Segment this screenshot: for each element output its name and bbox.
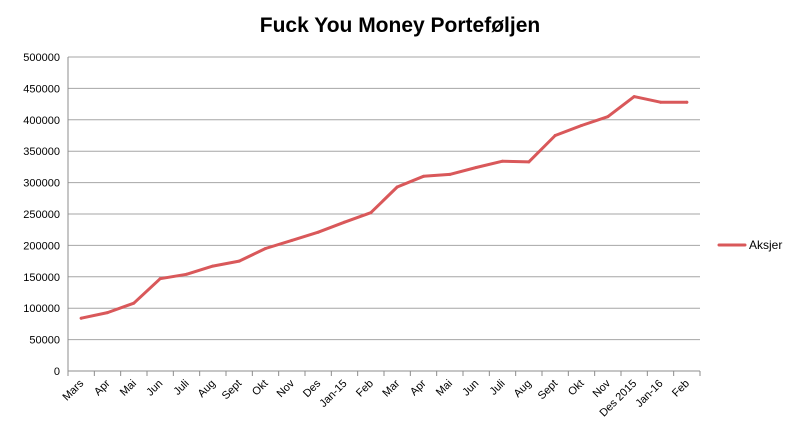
y-tick-label: 450000: [23, 83, 60, 95]
data-point: [132, 301, 136, 305]
y-tick-label: 350000: [23, 146, 60, 158]
y-axis-tick-labels: 0 50000 100000 150000 200000 250000 300000 3500…: [23, 52, 60, 378]
x-tick-label: Nov: [275, 377, 298, 400]
data-point: [527, 160, 531, 164]
x-tick-label: Feb: [354, 378, 376, 400]
legend: Aksjer: [717, 238, 782, 252]
y-tick-label: 250000: [23, 209, 60, 221]
y-tick-label: 500000: [23, 52, 60, 64]
x-tick-label: Mai: [434, 378, 455, 399]
chart-title: Fuck You Money Porteføljen: [259, 14, 541, 37]
data-point: [395, 185, 399, 189]
y-tick-label: 300000: [23, 178, 60, 190]
data-point: [685, 100, 689, 104]
axes: [67, 57, 701, 376]
data-point: [448, 172, 452, 176]
data-point: [237, 259, 241, 263]
data-point: [422, 174, 425, 178]
legend-label: Aksjer: [749, 238, 782, 252]
data-point: [185, 272, 188, 276]
data-point: [474, 166, 478, 170]
data-point: [79, 316, 83, 320]
x-tick-label: Sept: [536, 378, 560, 402]
x-tick-label: Mai: [118, 378, 139, 399]
y-tick-label: 400000: [23, 115, 60, 127]
data-point: [369, 211, 373, 215]
data-point: [290, 238, 294, 242]
data-point: [606, 115, 610, 119]
x-tick-label: Aug: [512, 378, 534, 400]
data-point: [553, 134, 557, 137]
x-tick-label: Aug: [196, 378, 218, 400]
y-tick-label: 150000: [23, 272, 60, 284]
x-tick-label: Jan-15: [317, 378, 349, 410]
data-point: [659, 100, 662, 104]
y-tick-label: 50000: [29, 335, 60, 347]
data-point: [106, 311, 109, 315]
x-tick-label: Juli: [487, 378, 507, 398]
x-tick-label: Mars: [61, 377, 87, 403]
data-point: [580, 123, 583, 127]
data-point: [501, 159, 504, 163]
data-point: [632, 95, 636, 99]
x-tick-label: Juli: [171, 378, 191, 398]
data-point: [343, 220, 346, 224]
data-point: [316, 230, 320, 234]
x-tick-label: Mar: [380, 377, 402, 399]
data-point: [264, 247, 267, 251]
data-point: [158, 277, 162, 281]
x-tick-label: Nov: [591, 377, 614, 400]
data-point: [211, 264, 215, 268]
x-tick-label: Feb: [670, 378, 692, 400]
x-tick-label: Apr: [92, 377, 113, 398]
x-tick-label: Apr: [408, 377, 429, 398]
x-tick-label: Jun: [144, 378, 165, 399]
y-tick-label: 200000: [23, 240, 60, 252]
data-series: [79, 95, 689, 320]
x-tick-label: Okt: [566, 378, 587, 399]
x-tick-label: Jun: [460, 378, 481, 399]
y-tick-label: 100000: [23, 303, 60, 315]
x-tick-label: Des: [301, 377, 324, 400]
y-tick-label: 0: [54, 366, 60, 378]
x-tick-label: Okt: [250, 378, 271, 399]
x-tick-label: Jan-16: [633, 378, 665, 410]
series-line-aksjer: [79, 95, 689, 320]
grid-lines: [68, 56, 700, 341]
x-tick-label: Sept: [220, 378, 244, 402]
